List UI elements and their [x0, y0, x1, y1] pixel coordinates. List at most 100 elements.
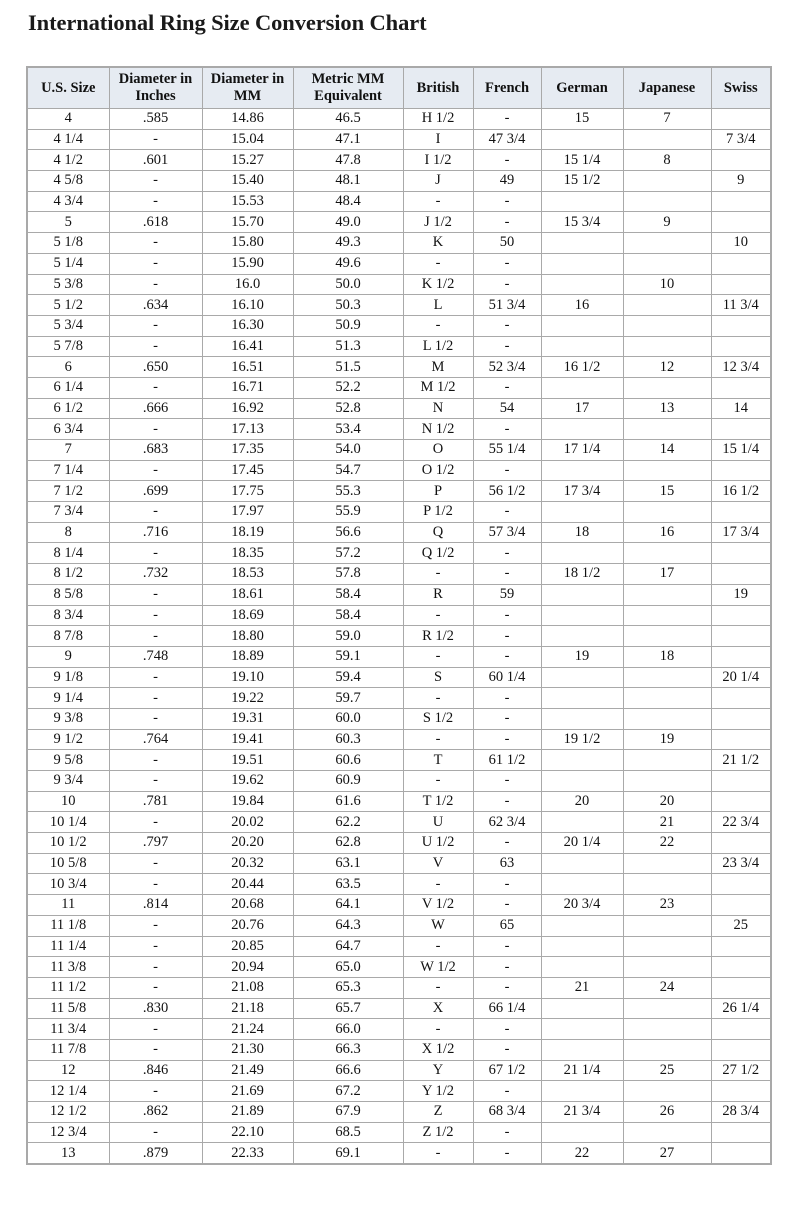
cell-french: - — [472, 314, 542, 337]
cell-us-size: 6 1/4 — [26, 376, 110, 399]
cell-diameter-mm: 15.53 — [201, 190, 294, 213]
cell-french: - — [472, 190, 542, 213]
cell-metric-mm: 64.3 — [292, 914, 404, 937]
cell-german: 18 — [540, 521, 624, 544]
cell-metric-mm: 57.2 — [292, 542, 404, 565]
cell-us-size: 10 3/4 — [26, 873, 110, 896]
cell-french: - — [472, 376, 542, 399]
cell-british: S 1/2 — [402, 707, 474, 730]
cell-french: - — [472, 625, 542, 647]
cell-british: I — [402, 128, 474, 151]
cell-british: L 1/2 — [402, 335, 474, 358]
cell-diameter-mm: 20.85 — [201, 935, 294, 958]
cell-japanese: 13 — [622, 397, 712, 420]
cell-german — [540, 666, 624, 689]
cell-british: U 1/2 — [402, 832, 474, 854]
cell-us-size: 6 3/4 — [26, 418, 110, 440]
cell-metric-mm: 49.0 — [292, 211, 404, 234]
cell-diameter-inches: - — [108, 314, 203, 337]
cell-british: K — [402, 232, 474, 254]
cell-diameter-mm: 21.49 — [201, 1059, 294, 1082]
table-row: 8.716 18.19 56.6 Q 57 3/4 18 16 17 3/4 — [26, 521, 772, 544]
table-row: 5 1/2.634 16.10 50.3 L 51 3/4 16 11 3/4 — [26, 294, 772, 316]
cell-french: 52 3/4 — [472, 356, 542, 378]
cell-diameter-mm: 18.61 — [201, 583, 294, 606]
cell-diameter-mm: 21.08 — [201, 976, 294, 999]
cell-british: N 1/2 — [402, 418, 474, 440]
cell-japanese — [622, 914, 712, 937]
cell-swiss — [710, 935, 772, 958]
cell-diameter-inches: .732 — [108, 563, 203, 585]
cell-french: 62 3/4 — [472, 811, 542, 834]
cell-french: - — [472, 252, 542, 275]
cell-us-size: 8 5/8 — [26, 583, 110, 606]
cell-german: 20 3/4 — [540, 894, 624, 916]
cell-british: N — [402, 397, 474, 420]
cell-swiss: 19 — [710, 583, 772, 606]
table-row: 9 5/8-19.51 60.6 T 61 1/2 21 1/2 — [26, 749, 772, 771]
cell-us-size: 4 3/4 — [26, 190, 110, 213]
cell-british: - — [402, 687, 474, 709]
cell-german — [540, 314, 624, 337]
cell-swiss — [710, 1018, 772, 1040]
cell-french: - — [472, 935, 542, 958]
cell-french: 50 — [472, 232, 542, 254]
cell-diameter-mm: 20.76 — [201, 914, 294, 937]
cell-diameter-inches: - — [108, 1121, 203, 1144]
cell-japanese: 8 — [622, 149, 712, 172]
cell-us-size: 8 1/4 — [26, 542, 110, 565]
cell-french: - — [472, 501, 542, 523]
cell-metric-mm: 52.2 — [292, 376, 404, 399]
cell-french: - — [472, 149, 542, 172]
table-row: 11 1/8-20.76 64.3 W 65 25 — [26, 914, 772, 937]
cell-british: - — [402, 314, 474, 337]
cell-british: J — [402, 170, 474, 192]
cell-metric-mm: 55.9 — [292, 501, 404, 523]
cell-british: - — [402, 1142, 474, 1165]
cell-diameter-inches: - — [108, 459, 203, 482]
table-row: 11 5/8.830 21.18 65.7 X 66 1/4 26 1/4 — [26, 997, 772, 1020]
cell-us-size: 4 — [26, 108, 110, 130]
cell-metric-mm: 50.9 — [292, 314, 404, 337]
cell-us-size: 4 1/4 — [26, 128, 110, 151]
table-row: 10.781 19.84 61.6 T 1/2-20 20 — [26, 790, 772, 813]
table-row: 8 1/2.732 18.53 57.8- -18 1/2 17 — [26, 563, 772, 585]
cell-diameter-inches: .683 — [108, 439, 203, 461]
cell-french: 59 — [472, 583, 542, 606]
table-row: 7 1/4-17.45 54.7 O 1/2- — [26, 459, 772, 482]
table-row: 4 3/4-15.53 48.4- - — [26, 190, 772, 213]
cell-diameter-mm: 18.19 — [201, 521, 294, 544]
cell-british: - — [402, 645, 474, 668]
cell-diameter-inches: - — [108, 749, 203, 771]
cell-diameter-inches: .830 — [108, 997, 203, 1020]
cell-us-size: 11 3/4 — [26, 1018, 110, 1040]
cell-metric-mm: 60.0 — [292, 707, 404, 730]
cell-diameter-inches: .846 — [108, 1059, 203, 1082]
cell-french: - — [472, 790, 542, 813]
cell-french: - — [472, 1018, 542, 1040]
cell-japanese: 14 — [622, 439, 712, 461]
cell-swiss — [710, 335, 772, 358]
cell-french: - — [472, 707, 542, 730]
cell-us-size: 9 3/8 — [26, 707, 110, 730]
cell-us-size: 9 1/8 — [26, 666, 110, 689]
table-row: 10 1/4-20.02 62.2 U 62 3/4 21 22 3/4 — [26, 811, 772, 834]
cell-japanese — [622, 1038, 712, 1061]
cell-swiss — [710, 563, 772, 585]
cell-swiss — [710, 1038, 772, 1061]
cell-french: 47 3/4 — [472, 128, 542, 151]
cell-us-size: 5 1/4 — [26, 252, 110, 275]
cell-metric-mm: 47.1 — [292, 128, 404, 151]
cell-german — [540, 418, 624, 440]
cell-us-size: 9 1/4 — [26, 687, 110, 709]
table-row: 12 1/4-21.69 67.2 Y 1/2- — [26, 1080, 772, 1102]
cell-swiss — [710, 314, 772, 337]
cell-french: 55 1/4 — [472, 439, 542, 461]
cell-diameter-mm: 21.30 — [201, 1038, 294, 1061]
cell-us-size: 5 3/8 — [26, 273, 110, 296]
cell-diameter-inches: .666 — [108, 397, 203, 420]
cell-diameter-mm: 18.80 — [201, 625, 294, 647]
cell-metric-mm: 54.0 — [292, 439, 404, 461]
cell-swiss: 17 3/4 — [710, 521, 772, 544]
cell-german — [540, 687, 624, 709]
